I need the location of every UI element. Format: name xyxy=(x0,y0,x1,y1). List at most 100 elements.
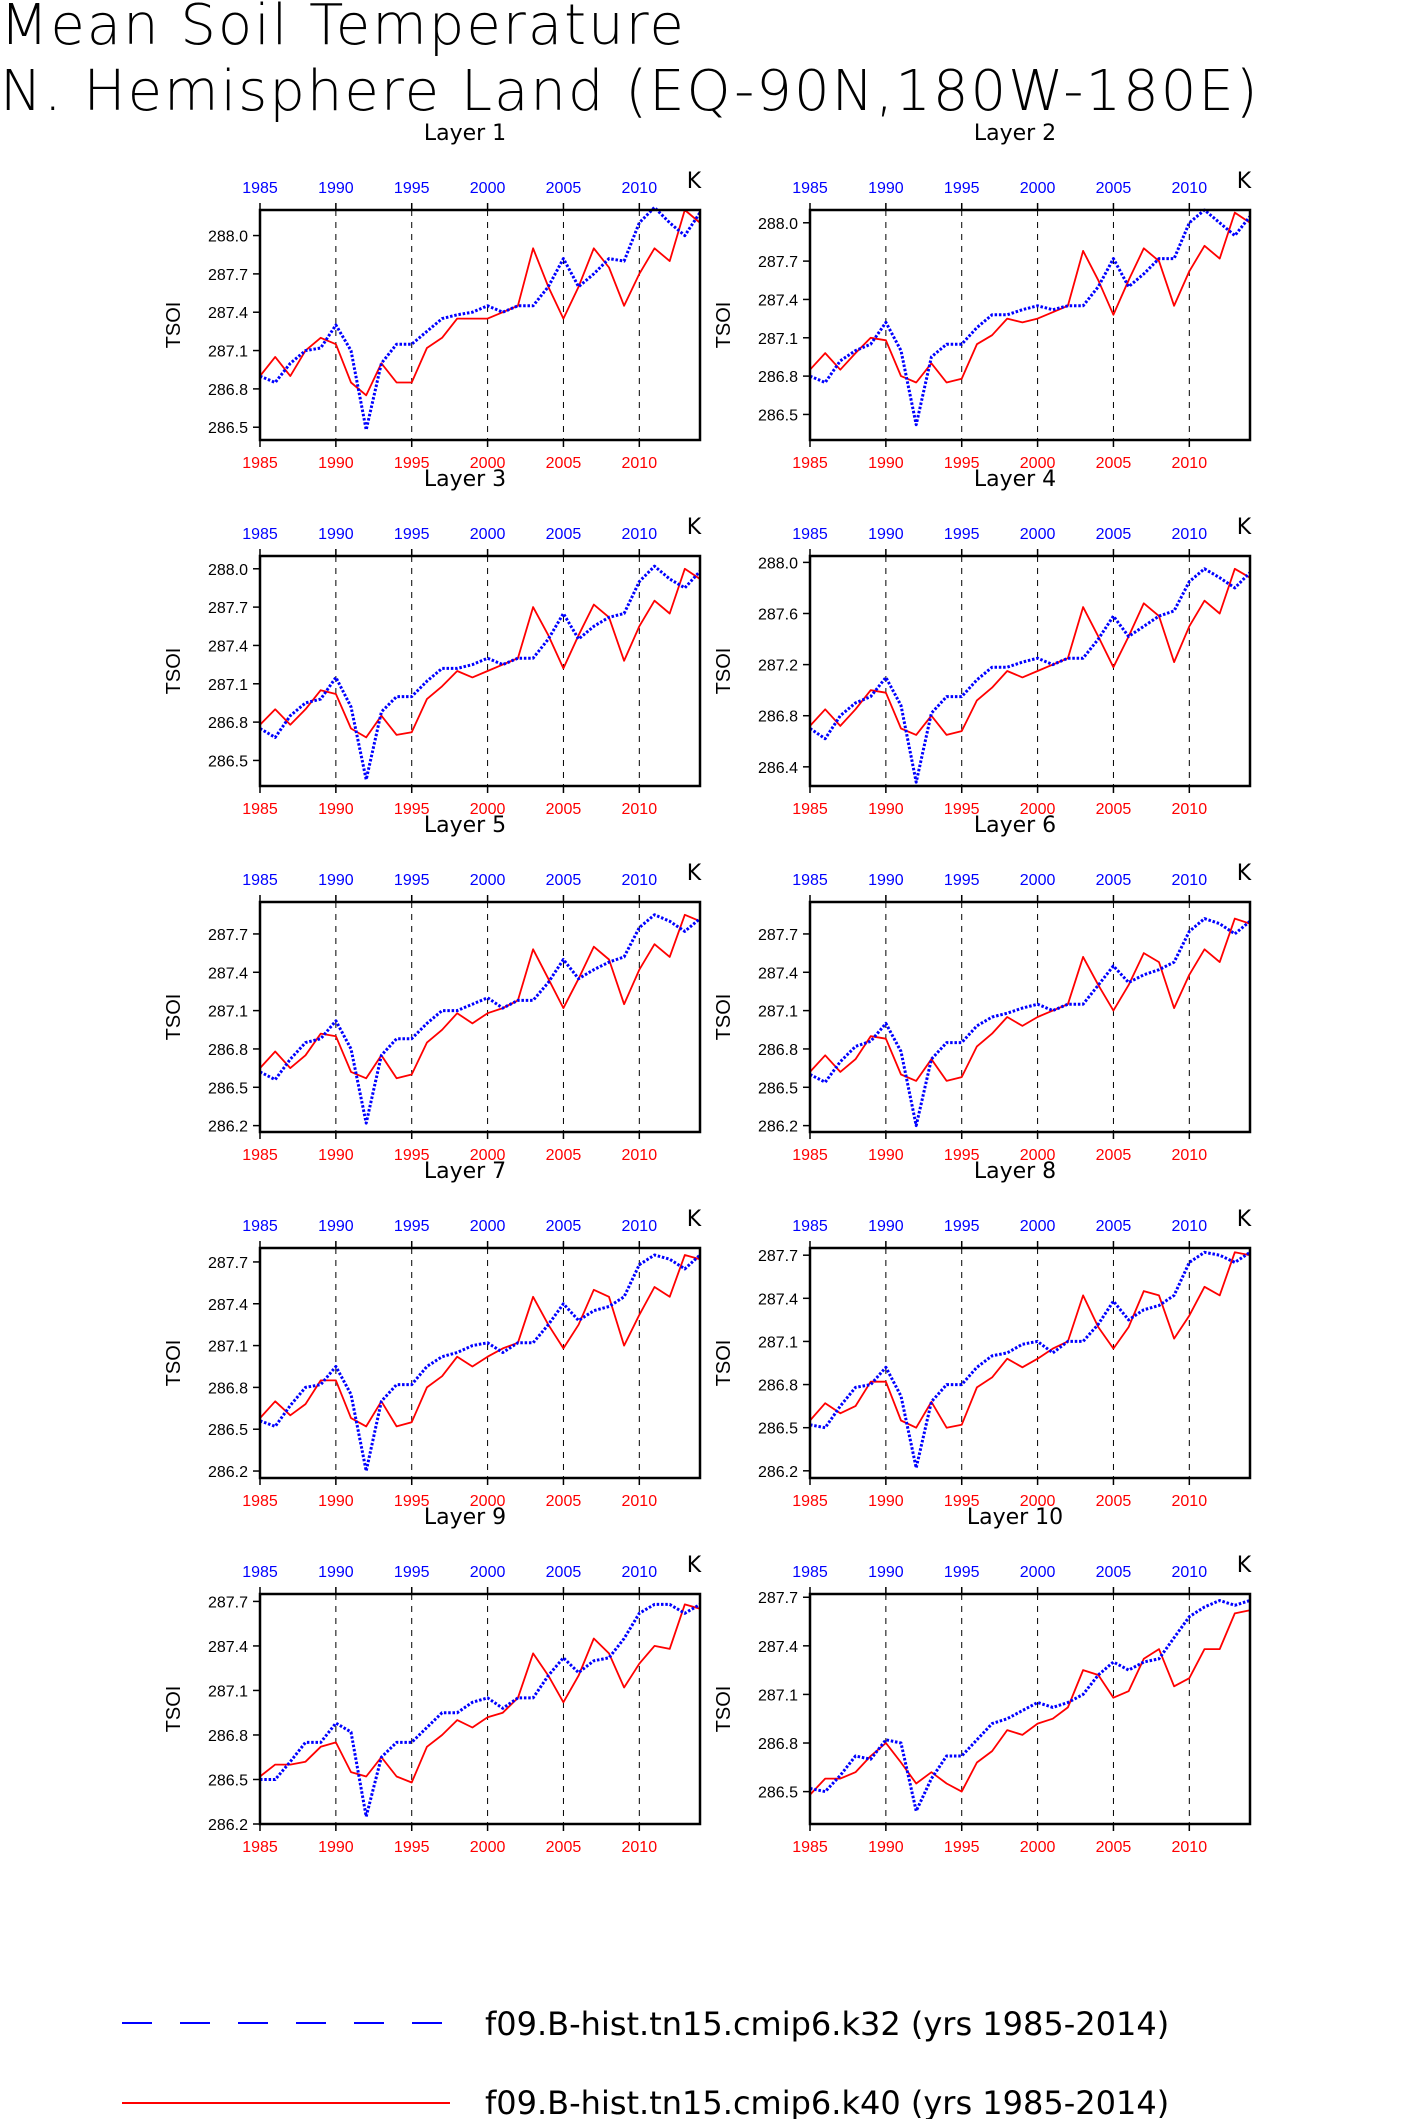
bottom-tick-label: 2010 xyxy=(622,1147,658,1164)
bottom-tick-label: 2010 xyxy=(622,801,658,818)
bottom-tick-label: 1985 xyxy=(242,1493,278,1510)
series-k32-line xyxy=(809,208,1252,427)
bottom-tick-label: 1990 xyxy=(318,455,354,472)
bottom-tick-label: 2005 xyxy=(1096,455,1132,472)
bottom-tick-label: 1995 xyxy=(944,1493,980,1510)
bottom-tick-label: 1990 xyxy=(868,1147,904,1164)
bottom-tick-label: 2000 xyxy=(1020,1493,1056,1510)
bottom-tick-label: 2000 xyxy=(470,1839,506,1856)
top-tick-label: 1995 xyxy=(944,180,980,197)
plot-frame xyxy=(808,1246,1252,1480)
y-tick-label: 287.4 xyxy=(758,292,798,309)
y-tick-label: 287.4 xyxy=(208,965,248,982)
panel-layer-8: Layer 8 K 1985 1985 1990 1990 1995 1995 2000 2000… xyxy=(713,1159,1252,1510)
plot-frame xyxy=(258,554,702,788)
top-tick-label: 1995 xyxy=(944,526,980,543)
bottom-tick-label: 1985 xyxy=(792,1493,828,1510)
top-tick-label: 2000 xyxy=(470,872,506,889)
panel-layer-4: Layer 4 K 1985 1985 1990 1990 1995 1995 2000 2000… xyxy=(713,467,1252,818)
top-tick-label: 1985 xyxy=(792,180,828,197)
y-tick-label: 288.0 xyxy=(758,555,798,572)
top-tick-label: 1995 xyxy=(394,1218,430,1235)
series-k32-line xyxy=(809,917,1251,1128)
y-tick-label: 287.1 xyxy=(208,1339,248,1356)
top-tick-label: 2005 xyxy=(546,526,582,543)
top-tick-label: 1990 xyxy=(868,1564,904,1581)
bottom-tick-label: 2010 xyxy=(622,1839,658,1856)
panel-title: Layer 5 xyxy=(424,813,506,838)
y-tick-label: 287.7 xyxy=(208,927,248,944)
bottom-tick-label: 1995 xyxy=(394,801,430,818)
y-tick-label: 288.0 xyxy=(208,562,248,579)
top-tick-label: 1995 xyxy=(944,872,980,889)
top-tick-label: 2000 xyxy=(1020,1218,1056,1235)
bottom-tick-label: 2000 xyxy=(470,455,506,472)
top-tick-label: 2005 xyxy=(1096,180,1132,197)
figure-title-line1: Mean Soil Temperature xyxy=(0,0,686,58)
bottom-tick-label: 1985 xyxy=(792,1839,828,1856)
y-tick-label: 286.8 xyxy=(758,1042,798,1059)
top-tick-label: 1985 xyxy=(242,1564,278,1581)
units-label: K xyxy=(687,1553,702,1578)
bottom-tick-label: 2005 xyxy=(546,801,582,818)
plot-frame xyxy=(258,1246,702,1480)
y-tick-label: 286.8 xyxy=(758,1378,798,1395)
y-tick-label: 286.2 xyxy=(208,1817,248,1834)
units-label: K xyxy=(687,169,702,194)
panel-title: Layer 4 xyxy=(974,467,1056,492)
top-tick-label: 1995 xyxy=(394,872,430,889)
bottom-tick-label: 1985 xyxy=(242,1147,278,1164)
series-k40-line xyxy=(809,1251,1251,1429)
top-tick-label: 2010 xyxy=(1172,1218,1208,1235)
panel-layer-10: Layer 10 K 1985 1985 1990 1990 1995 1995 2000 200… xyxy=(713,1505,1252,1856)
units-label: K xyxy=(1237,1207,1252,1232)
units-label: K xyxy=(1237,515,1252,540)
bottom-tick-label: 1990 xyxy=(868,455,904,472)
bottom-tick-label: 1995 xyxy=(394,1839,430,1856)
plot-frame xyxy=(808,208,1252,442)
plot-frame xyxy=(258,208,702,442)
bottom-tick-label: 2005 xyxy=(546,455,582,472)
panel-layer-5: Layer 5 K 1985 1985 1990 1990 1995 1995 2000 2000… xyxy=(163,813,702,1164)
series-k40-line xyxy=(809,917,1251,1082)
units-label: K xyxy=(687,515,702,540)
y-tick-label: 287.4 xyxy=(758,965,798,982)
y-tick-label: 286.8 xyxy=(208,382,248,399)
top-tick-label: 1990 xyxy=(318,180,354,197)
plot-frame xyxy=(258,1592,702,1826)
bottom-tick-label: 1990 xyxy=(318,1839,354,1856)
top-tick-label: 2005 xyxy=(546,872,582,889)
y-tick-label: 287.2 xyxy=(758,658,798,675)
panel-layer-6: Layer 6 K 1985 1985 1990 1990 1995 1995 2000 2000… xyxy=(713,813,1252,1164)
bottom-tick-label: 2000 xyxy=(470,1493,506,1510)
top-tick-label: 1995 xyxy=(944,1564,980,1581)
y-tick-label: 287.1 xyxy=(208,1004,248,1021)
panel-title: Layer 9 xyxy=(424,1505,506,1530)
y-tick-label: 287.7 xyxy=(208,267,248,284)
top-tick-label: 2010 xyxy=(622,1564,658,1581)
series-k40-line xyxy=(259,1254,701,1428)
legend-k32-label: f09.B-hist.tn15.cmip6.k32 (yrs 1985-2014… xyxy=(485,2005,1169,2043)
top-tick-label: 2005 xyxy=(546,180,582,197)
y-tick-label: 286.5 xyxy=(758,1785,798,1802)
plot-frame xyxy=(258,900,702,1134)
bottom-tick-label: 1985 xyxy=(242,455,278,472)
y-axis-label: TSOI xyxy=(713,302,735,349)
bottom-tick-label: 2005 xyxy=(546,1147,582,1164)
series-k32-line xyxy=(259,205,702,432)
top-tick-label: 1990 xyxy=(868,526,904,543)
y-tick-label: 287.7 xyxy=(758,1248,798,1265)
top-tick-label: 1985 xyxy=(792,872,828,889)
top-tick-label: 1995 xyxy=(394,1564,430,1581)
y-tick-label: 287.7 xyxy=(208,600,248,617)
top-tick-label: 2000 xyxy=(470,526,506,543)
top-tick-label: 1985 xyxy=(792,526,828,543)
y-tick-label: 287.1 xyxy=(758,1687,798,1704)
bottom-tick-label: 1985 xyxy=(242,1839,278,1856)
y-tick-label: 287.1 xyxy=(758,1334,798,1351)
bottom-tick-label: 1985 xyxy=(242,801,278,818)
top-tick-label: 1985 xyxy=(242,526,278,543)
bottom-tick-label: 2010 xyxy=(1172,1147,1208,1164)
series-k32-line xyxy=(259,913,701,1125)
y-tick-label: 286.5 xyxy=(758,1421,798,1438)
